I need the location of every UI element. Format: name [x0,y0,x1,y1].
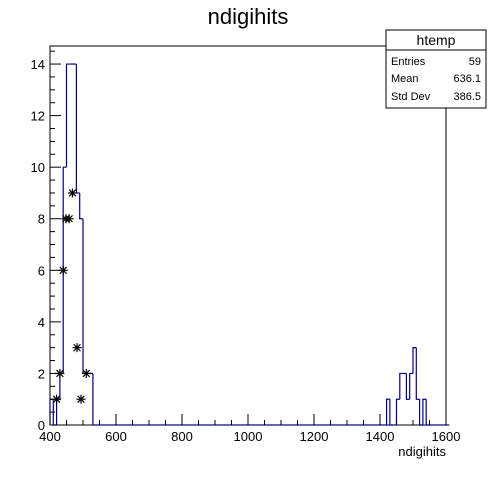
x-tick-label: 1000 [234,429,263,444]
stats-entries-label: Entries [391,56,426,68]
histogram-bin [389,399,394,426]
histogram-bin [415,347,420,400]
y-tick-label: 4 [38,315,45,330]
histogram-bin [92,373,97,426]
histogram-bin [386,398,390,425]
data-marker [64,214,74,224]
stats-mean-value: 636.1 [453,73,481,85]
marker-layer [52,188,91,404]
y-tick-label: 8 [38,212,45,227]
histogram-layer [49,63,450,426]
histogram-bin [405,373,410,400]
y-tick-label: 14 [31,57,45,72]
y-tick-label: 12 [31,109,45,124]
stats-box-frame [385,29,487,109]
histogram-bin [412,347,417,374]
x-axis-label: ndigihits [398,444,446,459]
data-marker [81,368,91,378]
data-marker [72,343,82,353]
data-marker [76,394,86,404]
histogram-bin [62,166,67,374]
stats-stddev-value: 386.5 [453,91,481,103]
stats-box: htemp Entries 59 Mean 636.1 Std Dev 386.… [385,29,487,109]
x-tick-label: 600 [105,429,127,444]
y-tick-label: 6 [38,263,45,278]
histogram-bin [82,218,87,375]
histogram-bin [65,63,70,168]
y-tick-label: 10 [31,160,45,175]
x-tick-label: 1200 [300,429,329,444]
x-tick-label: 400 [39,429,61,444]
histogram-bin [425,399,430,426]
stats-stddev-label: Std Dev [391,91,431,103]
stats-mean-label: Mean [391,73,419,85]
histogram-bin [395,398,400,425]
histogram-bin [75,64,80,194]
y-tick-label: 0 [38,418,45,433]
x-tick-label: 1600 [432,429,461,444]
chart-title: ndigihits [208,4,289,29]
y-axis: 0 2 4 6 8 10 12 14 [31,50,61,433]
data-marker [67,188,77,198]
x-tick-label: 800 [171,429,193,444]
y-tick-label: 2 [38,366,45,381]
histogram-bin [409,372,413,400]
histogram-bin [422,398,427,425]
x-axis: 400 600 800 1000 1200 1400 1600 [39,414,460,444]
x-tick-label: 1400 [366,429,395,444]
histogram-bin [79,192,83,220]
histogram-bin [399,372,404,400]
histogram-bin [419,399,423,426]
stats-entries-value: 59 [469,56,481,68]
stats-box-title: htemp [417,32,456,48]
